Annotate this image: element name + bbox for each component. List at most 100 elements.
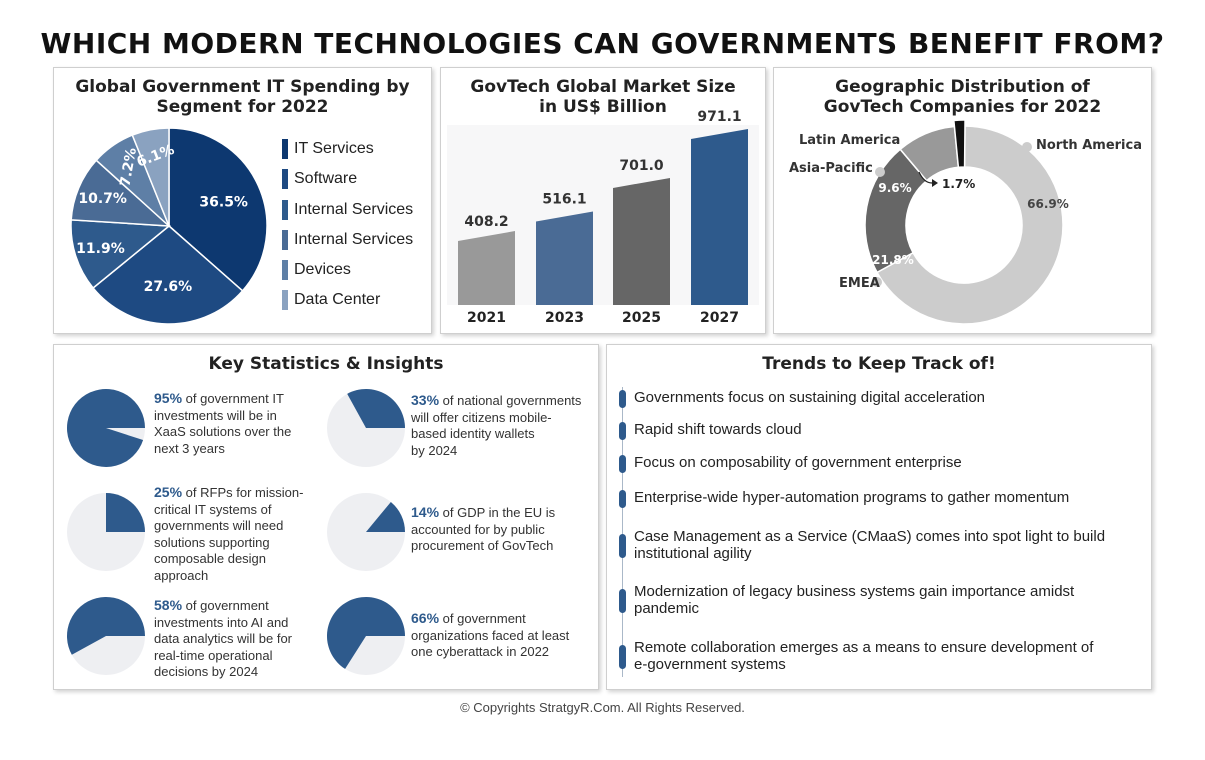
stat-line-text: investments into AI and — [154, 614, 289, 630]
legend-swatch — [282, 229, 288, 250]
trend-line-text: Case Management as a Service (CMaaS) com… — [634, 528, 1106, 545]
stat-pie-icons — [66, 389, 405, 675]
bar-value-label: 516.1 — [542, 191, 586, 207]
stat-text: 95% of government IT investments will be … — [154, 390, 291, 457]
legend-swatch — [282, 169, 288, 190]
stat-line: real-time operational — [154, 648, 292, 665]
category-dot — [1022, 142, 1032, 152]
stat-line-text: XaaS solutions over the — [154, 424, 292, 439]
donut-category-label: Asia-Pacific — [789, 161, 873, 176]
bar-category-label: 2027 — [700, 310, 739, 326]
stat-percent: 14% — [411, 504, 440, 520]
it-spending-pie-chart: 36.5%27.6%11.9%10.7%7.2%6.1% — [70, 127, 268, 325]
legend-label: Internal Services — [294, 230, 414, 248]
trend-item: Governments focus on sustaining digital … — [634, 389, 1144, 406]
stat-line-text: of GDP in the EU is — [442, 505, 556, 520]
stat-line-text: procurement of GovTech — [411, 538, 554, 553]
stat-line-text: composable design — [154, 551, 267, 566]
it-spending-panel: Global Government IT Spending by Segment… — [53, 67, 432, 334]
stat-line-text: will offer citizens mobile- — [411, 409, 552, 425]
stat-line-text: approach — [154, 567, 209, 583]
callout-arrow — [918, 171, 933, 184]
stat-line-text: real-time operational — [154, 647, 273, 663]
stat-line: based identity wallets — [411, 426, 581, 443]
stat-line: 33% of national governments — [411, 392, 581, 410]
stat-line-text: of government — [442, 611, 526, 626]
legend-item: Devices — [282, 259, 413, 281]
trend-marker — [619, 422, 626, 440]
donut-category-label: Latin America — [799, 133, 900, 148]
stat-line: XaaS solutions over the — [154, 424, 291, 441]
bar-category-label: 2021 — [467, 310, 506, 326]
trend-line-text: pandemic — [634, 600, 700, 617]
pie-slice-label: 27.6% — [144, 279, 193, 295]
stat-line: investments will be in — [154, 408, 291, 425]
trends-timeline — [622, 387, 623, 677]
pie-slice-0 — [168, 127, 268, 292]
trend-marker — [619, 490, 626, 508]
trend-item: Case Management as a Service (CMaaS) com… — [634, 528, 1144, 562]
legend-label: Data Center — [294, 291, 381, 309]
legend-item: Software — [282, 168, 413, 190]
callout-arrow-head — [932, 179, 938, 187]
stat-line-text: of RFPs for mission- — [185, 485, 304, 500]
trend-line-text: institutional agility — [634, 545, 752, 562]
key-statistics-panel: Key Statistics & Insights 95% of governm… — [53, 344, 599, 690]
pie-slice-label: 11.9% — [76, 241, 125, 257]
geo-distribution-panel: Geographic Distribution of GovTech Compa… — [773, 67, 1152, 334]
trend-marker — [619, 645, 626, 669]
stat-pie-fill — [366, 501, 405, 532]
legend-swatch — [282, 199, 288, 220]
pie-slice-label: 10.7% — [78, 191, 127, 207]
pie-slice-label: 36.5% — [199, 194, 248, 210]
it-spending-title: Global Government IT Spending by Segment… — [75, 77, 410, 117]
stat-line-text: of government — [185, 598, 269, 613]
stat-line-text: next 3 years — [154, 440, 225, 456]
geo-distribution-donut-chart: 66.9% 21.8% 9.6% 1.7% North America EMEA Asia-… — [789, 119, 1142, 325]
stat-line-text: of national governments — [442, 393, 582, 408]
bar-2027 — [691, 129, 748, 305]
donut-value-label: 1.7% — [942, 177, 975, 191]
trend-item: Rapid shift towards cloud — [634, 421, 1144, 438]
stat-line: solutions supporting — [154, 535, 303, 552]
legend-label: Devices — [294, 261, 351, 279]
stat-line: critical IT systems of — [154, 502, 303, 519]
stat-line: 25% of RFPs for mission- — [154, 484, 303, 502]
stat-line: investments into AI and — [154, 615, 292, 632]
legend-item: Internal Services — [282, 229, 413, 251]
bar-value-label: 971.1 — [697, 109, 741, 125]
copyright-footer: © Copyrights StratgyR.Com. All Rights Re… — [460, 700, 745, 715]
stat-pie-fill — [347, 389, 405, 428]
trend-line-text: e-government systems — [634, 656, 786, 673]
stat-pie-fill — [106, 493, 145, 532]
stat-line-text: based identity wallets — [411, 426, 535, 441]
bar-category-label: 2025 — [622, 310, 661, 326]
legend-item: Internal Services — [282, 199, 413, 221]
stat-line-text: by 2024 — [411, 442, 458, 458]
donut-segment-0 — [876, 125, 1064, 325]
stat-line: one cyberattack in 2022 — [411, 644, 569, 661]
stat-line-text: one cyberattack in 2022 — [411, 644, 550, 659]
legend-swatch — [282, 290, 288, 311]
stat-percent: 95% — [154, 390, 183, 406]
trend-marker — [619, 589, 626, 613]
legend-label: Software — [294, 170, 358, 188]
stat-line: governments will need — [154, 518, 303, 535]
trend-line-text: Remote collaboration emerges as a means … — [634, 639, 1094, 656]
stat-line: 66% of government — [411, 610, 569, 628]
donut-category-label: North America — [1036, 138, 1142, 153]
stat-line: procurement of GovTech — [411, 538, 555, 555]
trends-panel: Trends to Keep Track of! Governments foc… — [606, 344, 1152, 690]
stat-pie-fill — [66, 597, 145, 655]
stat-line: decisions by 2024 — [154, 664, 292, 681]
stat-pie-fill — [67, 389, 145, 467]
stat-line: organizations faced at least — [411, 628, 569, 645]
stat-text: 33% of national governments will offer ci… — [411, 392, 581, 459]
bar-category-label: 2023 — [545, 310, 584, 326]
stat-line: 14% of GDP in the EU is — [411, 504, 555, 522]
legend-label: IT Services — [294, 140, 374, 157]
bar-2021 — [458, 231, 515, 305]
page-title: WHICH MODERN TECHNOLOGIES CAN GOVERNMENT… — [40, 27, 1165, 60]
legend-item: IT Services — [282, 138, 413, 160]
market-size-bar-chart: 408.2 2021 516.1 2023 701.0 2025 971.1 2027 — [447, 109, 759, 326]
